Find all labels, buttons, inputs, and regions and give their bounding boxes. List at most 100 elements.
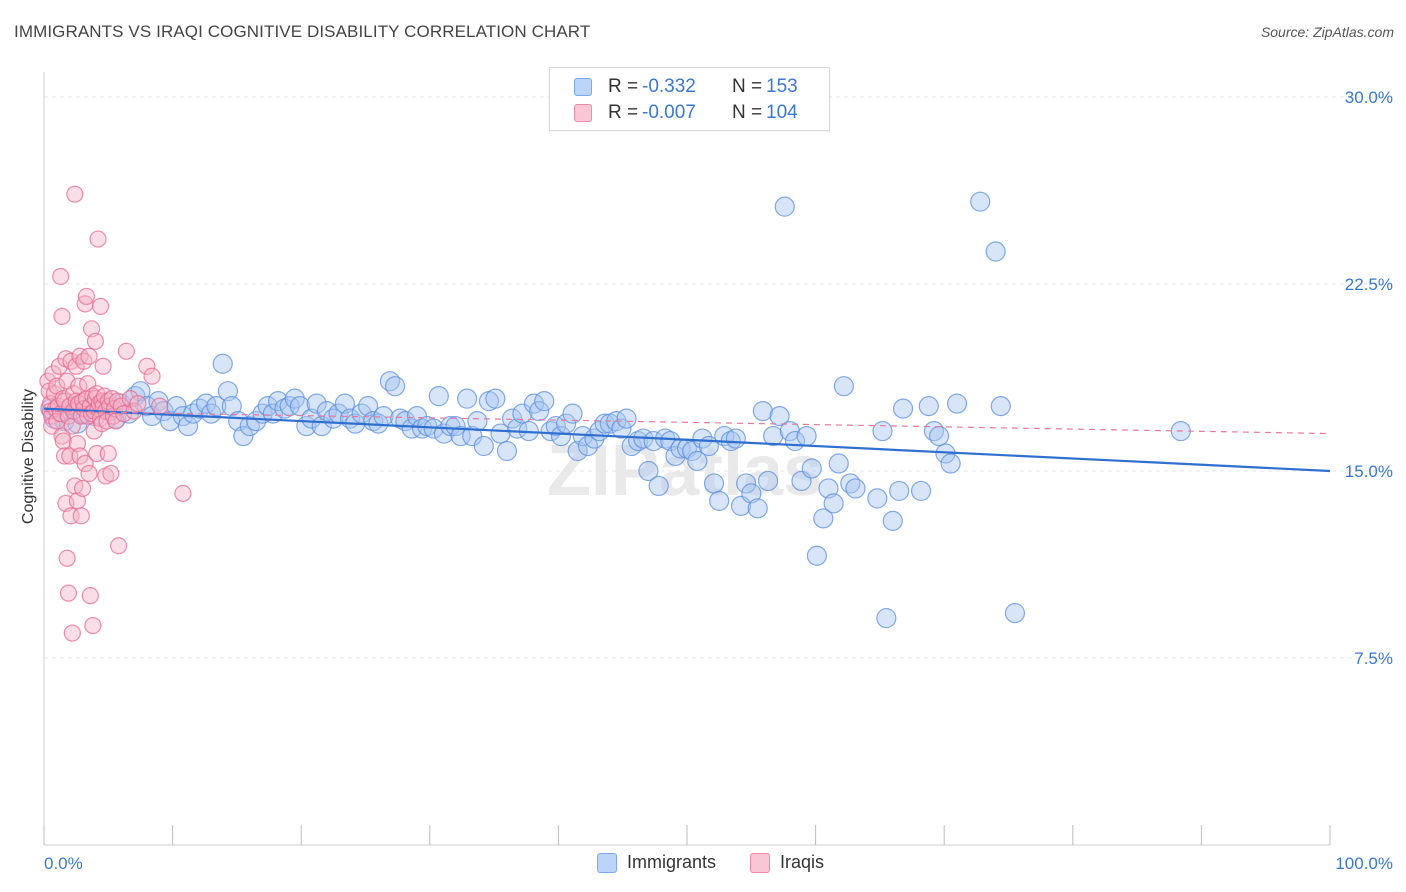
y-tick-label: 15.0% [1345,462,1393,481]
immigrants-point [833,376,854,397]
immigrants-legend-swatch [597,852,617,873]
immigrants-point [502,408,523,429]
y-tick-label: 30.0% [1345,88,1393,107]
iraqis-point [59,584,78,602]
iraqis-point [80,347,98,365]
immigrants-point [567,440,588,462]
iraqis-point [62,352,80,370]
iraqis-point [75,352,93,370]
iraqis-trendline [43,410,1331,435]
iraqis-point [109,537,128,555]
immigrants-point [845,478,866,499]
y-tick-label: 7.5% [1354,649,1393,668]
immigrants-point [769,406,790,427]
immigrants-point [411,418,433,439]
n-value: 104 [766,102,798,123]
immigrants-point [813,508,834,529]
stats-legend: R = -0.332 N = 153 R = -0.007 N = 104 [549,67,830,131]
source-label: Source: ZipAtlas.com [1260,24,1394,40]
iraqis-point [117,342,135,360]
immigrants-point [752,401,773,422]
iraqis-point [72,507,90,525]
immigrants-point [796,425,817,447]
iraqis-point [94,357,112,375]
immigrants-point [550,425,572,447]
immigrants-point [638,460,659,482]
x-tick-label: 100.0% [1335,854,1393,873]
immigrants-point [496,440,518,462]
immigrants-point [512,403,533,424]
immigrants-point [401,418,422,439]
immigrants-point [334,393,356,414]
r-label: R = [608,76,639,97]
immigrants-point [456,388,478,409]
immigrants-point [779,420,800,442]
iraqis-point [52,267,70,286]
immigrants-swatch [574,78,592,96]
immigrants-point [462,425,483,447]
immigrants-point [390,408,411,429]
immigrants-point [872,420,893,442]
legend-label: Iraqis [780,852,825,872]
iraqis-point [143,367,161,385]
immigrants-point [687,450,708,472]
iraqis-point [54,432,72,450]
immigrants-point [828,453,849,474]
immigrants-point [757,470,779,492]
immigrants-point [221,396,242,417]
iraqis-point [63,624,81,642]
immigrants-point [889,480,910,502]
immigrants-point [660,430,681,452]
legend-item-iraqis[interactable]: Iraqis [750,852,824,873]
iraqis-legend-swatch [750,852,771,873]
immigrants-point [206,396,227,417]
immigrants-point [806,545,827,566]
immigrants-point [467,410,488,432]
legend-item-immigrants[interactable]: Immigrants [597,852,716,873]
immigrants-point [940,453,961,474]
immigrants-point [709,490,730,511]
n-label: N = [732,76,763,97]
immigrants-point [928,425,950,447]
immigrants-point [818,478,839,499]
series-legend: Immigrants Iraqis [597,852,858,873]
iraqis-point [43,417,61,435]
stats-row-iraqis: R = -0.007 N = 104 [574,101,798,125]
immigrants-point [876,607,897,629]
immigrants-point [985,241,1006,262]
immigrants-point [562,403,583,424]
immigrants-point [373,406,394,427]
immigrants-point [648,475,669,497]
immigrants-point [970,191,991,212]
iraqis-point [89,230,107,248]
chart-title: IMMIGRANTS VS IRAQI COGNITIVE DISABILITY… [14,22,591,41]
r-value: -0.332 [642,76,696,97]
stats-row-immigrants: R = -0.332 N = 153 [574,75,798,99]
immigrants-point [445,415,466,437]
immigrants-point [611,418,632,439]
iraqis-point [86,332,105,350]
immigrants-point [473,435,494,457]
legend-label: Immigrants [627,852,717,872]
immigrants-point [736,473,757,494]
immigrants-point [763,425,784,447]
immigrants-point [306,393,327,414]
iraqis-point [73,479,92,498]
y-tick-label: 22.5% [1345,275,1393,294]
iraqis-point [102,464,120,483]
iraqis-point [58,549,76,567]
immigrants-point [228,410,249,432]
immigrants-point [450,425,471,447]
immigrants-point [990,396,1011,417]
iraqis-point [66,185,84,203]
immigrants-point [892,398,914,419]
immigrants-point [490,423,511,444]
immigrants-point [918,396,939,417]
immigrants-point [485,388,506,409]
immigrants-point [384,376,406,397]
immigrants-point [910,480,932,502]
iraqis-point [138,357,156,375]
r-value: -0.007 [642,102,696,123]
immigrants-point [741,483,762,504]
